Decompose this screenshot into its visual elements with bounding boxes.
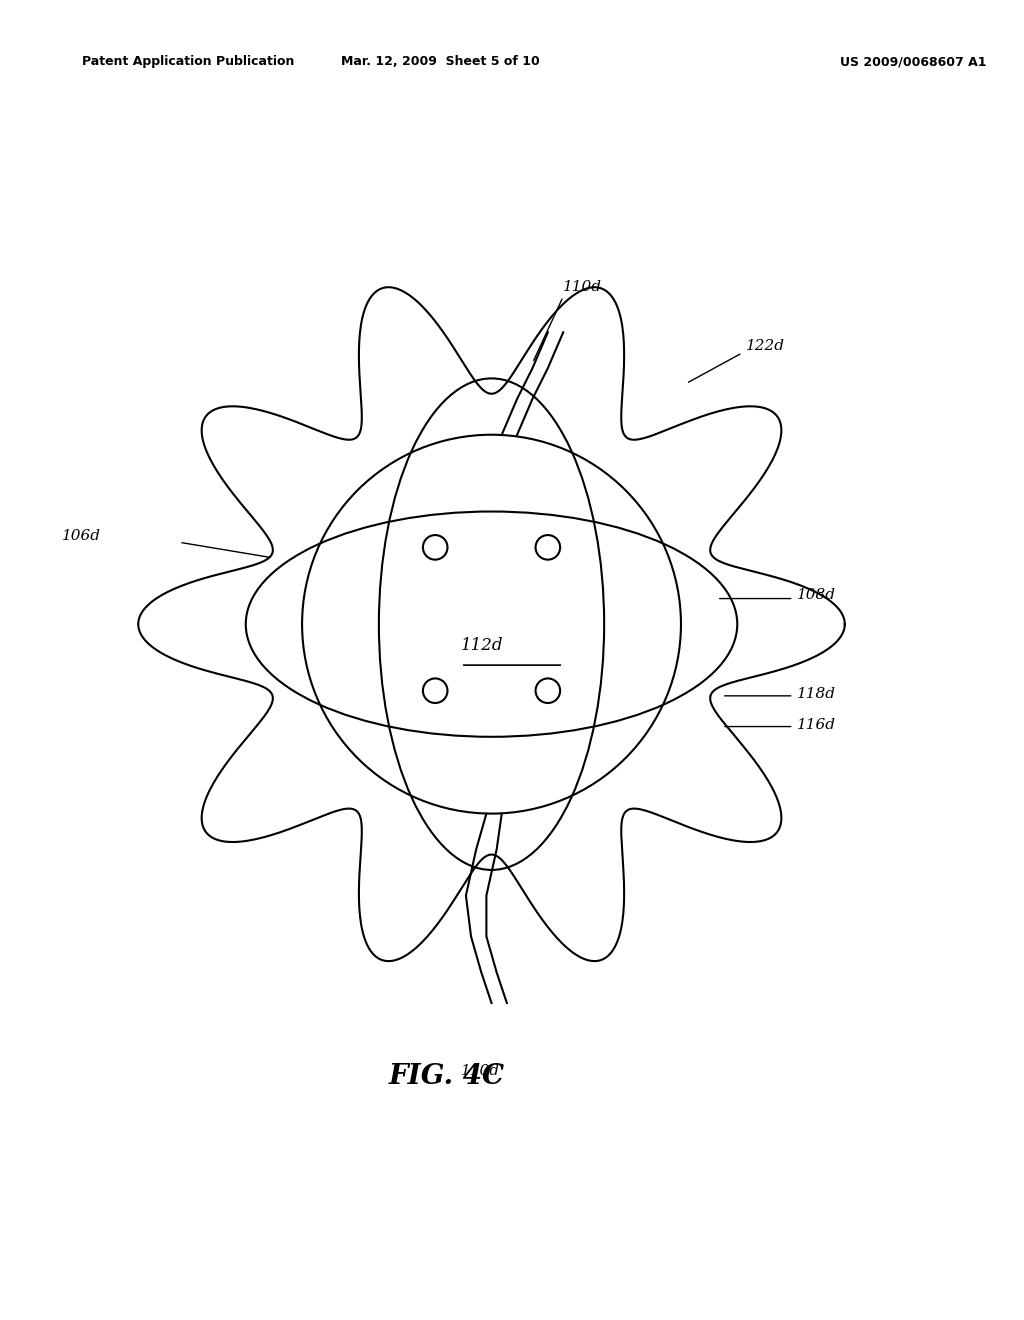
- Text: 110d: 110d: [461, 1064, 500, 1077]
- Text: Patent Application Publication: Patent Application Publication: [82, 55, 294, 69]
- Text: 112d: 112d: [461, 636, 504, 653]
- Text: US 2009/0068607 A1: US 2009/0068607 A1: [840, 55, 986, 69]
- Text: 108d: 108d: [797, 587, 836, 602]
- Text: 122d: 122d: [745, 339, 784, 352]
- Text: Mar. 12, 2009  Sheet 5 of 10: Mar. 12, 2009 Sheet 5 of 10: [341, 55, 540, 69]
- Text: FIG. 4C: FIG. 4C: [389, 1063, 505, 1090]
- Text: 118d: 118d: [797, 686, 836, 701]
- Text: 106d: 106d: [61, 529, 100, 544]
- Text: 116d: 116d: [797, 718, 836, 731]
- Text: 110d: 110d: [563, 280, 602, 294]
